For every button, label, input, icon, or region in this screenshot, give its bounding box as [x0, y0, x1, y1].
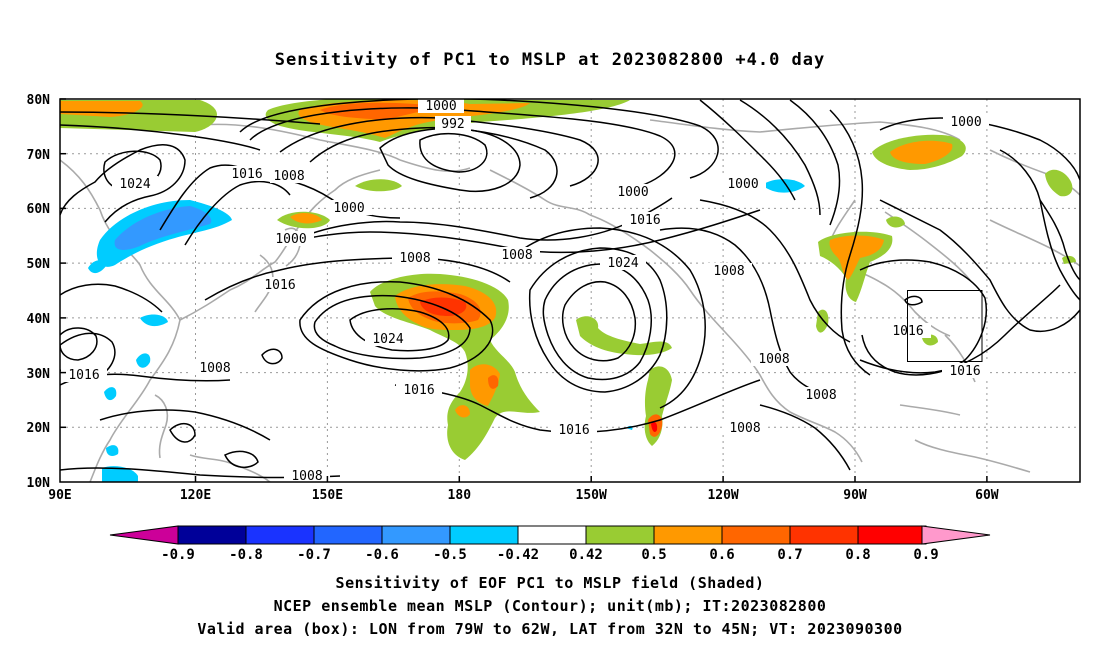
- contour-label: 1008: [399, 251, 430, 266]
- lat-labels: 80N 70N 60N 50N 40N 30N 20N 10N: [27, 93, 51, 491]
- contour-label: 1008: [729, 421, 760, 436]
- lat-label: 10N: [27, 476, 51, 491]
- lon-label: 60W: [975, 488, 999, 503]
- contour-label: 1016: [403, 383, 434, 398]
- colorbar-label: 0.7: [777, 547, 802, 563]
- valid-area-box: [907, 290, 983, 362]
- contour-label: 1016: [231, 167, 262, 182]
- colorbar-cell: [449, 525, 519, 545]
- contour-label: 1016: [949, 364, 980, 379]
- colorbar-cell: [381, 525, 451, 545]
- colorbar-cell: [517, 525, 587, 545]
- colorbar-label: 0.5: [641, 547, 666, 563]
- lon-labels: 90E 120E 150E 180 150W 120W 90W 60W: [48, 488, 999, 503]
- caption-line-1: Sensitivity of EOF PC1 to MSLP field (Sh…: [335, 574, 765, 592]
- caption-line-2: NCEP ensemble mean MSLP (Contour); unit(…: [273, 597, 827, 615]
- contour-label: 1008: [501, 248, 532, 263]
- colorbar-cell: [721, 525, 791, 545]
- mslp-contours: [60, 99, 1080, 479]
- tick-marks: [60, 98, 988, 482]
- contour-label: 1024: [119, 177, 150, 192]
- contour-label: 1024: [372, 332, 403, 347]
- colorbar: -0.9 -0.8 -0.7 -0.6 -0.5 -0.42 0.42 0.5 0.6 0.7 0.…: [109, 525, 991, 563]
- contour-label: 1000: [425, 99, 456, 114]
- colorbar-cell: [177, 525, 247, 545]
- caption-line-3: Valid area (box): LON from 79W to 62W, L…: [197, 620, 903, 638]
- lon-label: 120E: [180, 488, 211, 503]
- colorbar-label: 0.42: [569, 547, 603, 563]
- colorbar-label: -0.9: [161, 547, 195, 563]
- colorbar-cell: [789, 525, 859, 545]
- colorbar-high-end: [921, 525, 991, 545]
- colorbar-low-end: [109, 525, 179, 545]
- lon-label: 90E: [48, 488, 71, 503]
- colorbar-label: -0.8: [229, 547, 263, 563]
- colorbar-cell: [857, 525, 927, 545]
- colorbar-label: 0.8: [845, 547, 870, 563]
- colorbar-label: -0.42: [497, 547, 539, 563]
- contour-label: 1000: [275, 232, 306, 247]
- contour-label: 1008: [199, 361, 230, 376]
- contour-label: 1016: [629, 213, 660, 228]
- contour-label: 1016: [558, 423, 589, 438]
- lon-label: 90W: [843, 488, 867, 503]
- colorbar-cell: [653, 525, 723, 545]
- lat-label: 60N: [27, 202, 51, 217]
- colorbar-cell: [245, 525, 315, 545]
- lat-label: 70N: [27, 148, 51, 163]
- colorbar-cell: [313, 525, 383, 545]
- colorbar-label: -0.7: [297, 547, 331, 563]
- lat-label: 50N: [27, 257, 51, 272]
- contour-label: 1008: [273, 169, 304, 184]
- colorbar-label: -0.6: [365, 547, 399, 563]
- lat-label: 40N: [27, 312, 51, 327]
- colorbar-label: -0.5: [433, 547, 467, 563]
- contour-label: 1008: [758, 352, 789, 367]
- contour-label: 1008: [291, 469, 322, 484]
- map-title: Sensitivity of PC1 to MSLP at 2023082800…: [274, 50, 826, 70]
- lat-label: 30N: [27, 367, 51, 382]
- lon-label: 150W: [576, 488, 607, 503]
- contour-label: 1008: [713, 264, 744, 279]
- colorbar-label: 0.9: [913, 547, 938, 563]
- lat-label: 80N: [27, 93, 51, 108]
- contour-label: 1000: [617, 185, 648, 200]
- contour-label: 1000: [333, 201, 364, 216]
- contour-label: 1000: [950, 115, 981, 130]
- contour-label: 1016: [264, 278, 295, 293]
- contour-label-group: 1000 992 1000 1016 1008 1024 1000 1000 1…: [61, 98, 989, 484]
- contour-label: 992: [441, 117, 464, 132]
- lat-label: 20N: [27, 421, 51, 436]
- contour-label: 1024: [607, 256, 638, 271]
- colorbar-label: 0.6: [709, 547, 734, 563]
- map-frame: [59, 98, 1081, 483]
- contour-label: 1000: [727, 177, 758, 192]
- contour-label: 1016: [68, 368, 99, 383]
- lon-label: 180: [448, 488, 472, 503]
- contour-label: 1008: [805, 388, 836, 403]
- colorbar-cell: [585, 525, 655, 545]
- lon-label: 150E: [312, 488, 343, 503]
- lon-label: 120W: [707, 488, 738, 503]
